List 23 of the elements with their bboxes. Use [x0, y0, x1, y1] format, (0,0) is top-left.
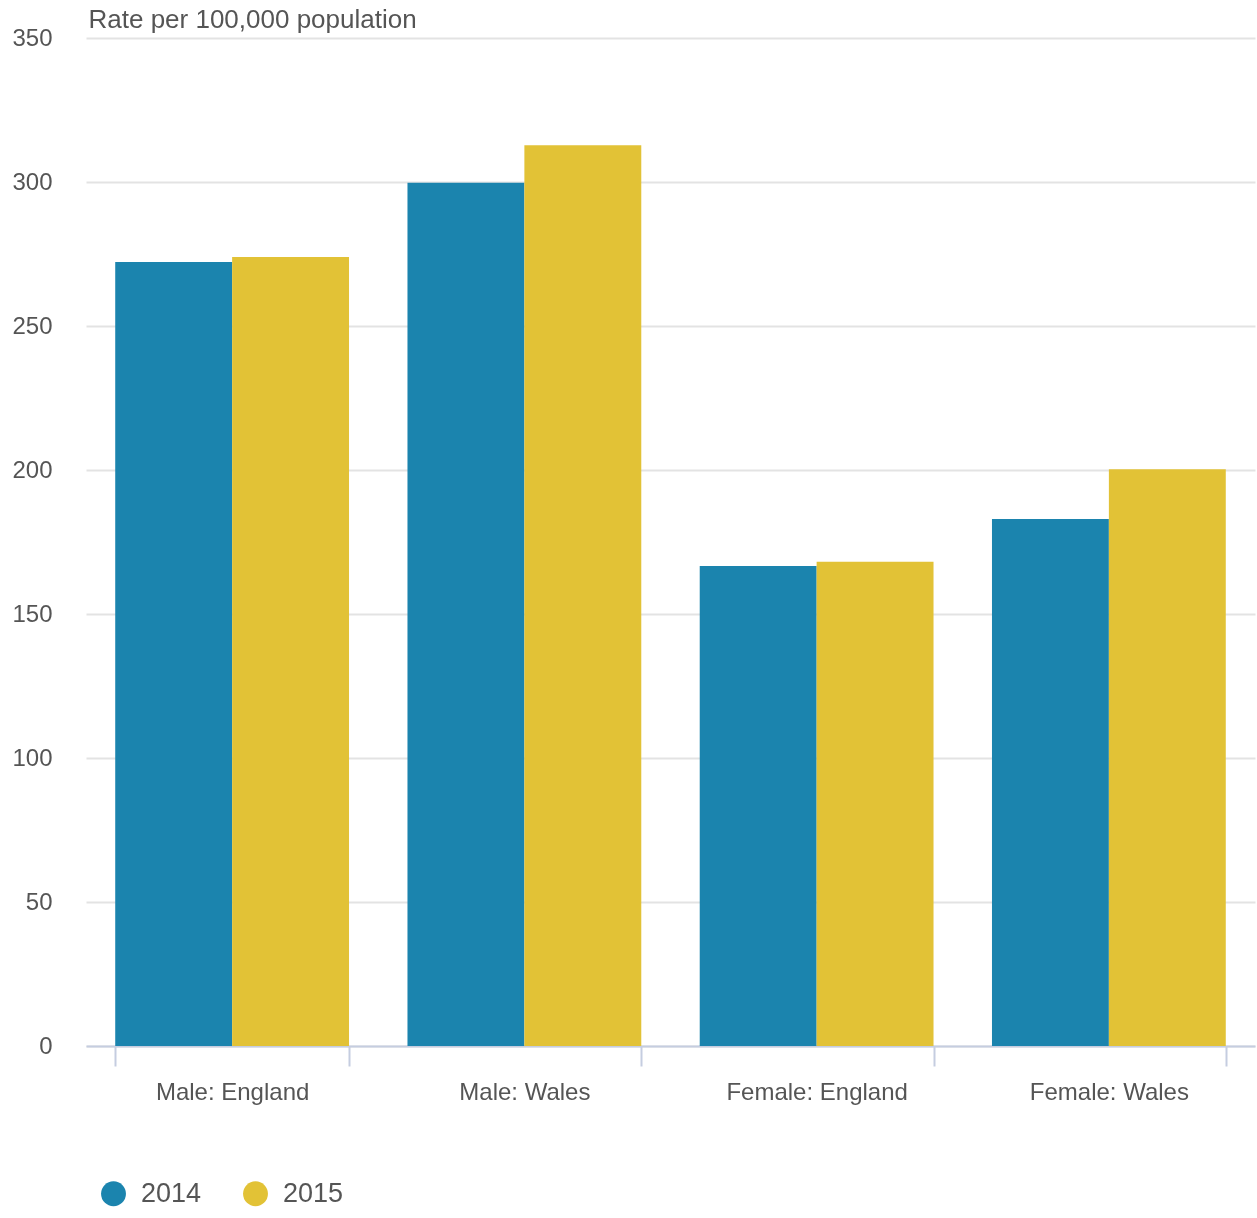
bar — [232, 256, 350, 1046]
x-tick-label: Male: England — [155, 1077, 310, 1105]
bar — [115, 262, 233, 1046]
legend-label: 2015 — [283, 1177, 344, 1208]
y-tick-label: 350 — [12, 23, 53, 51]
y-tick-label: 100 — [12, 743, 53, 771]
y-axis-title: Rate per 100,000 population — [88, 3, 417, 34]
y-tick-label: 150 — [12, 599, 53, 627]
bar — [1108, 469, 1226, 1046]
x-tick-label: Male: Wales — [459, 1077, 591, 1105]
y-tick-label: 250 — [12, 311, 53, 339]
bar — [407, 182, 525, 1046]
bar — [816, 561, 934, 1046]
y-tick-label: 0 — [39, 1031, 53, 1059]
y-tick-label: 300 — [12, 167, 53, 195]
legend-label: 2014 — [141, 1177, 202, 1208]
x-tick-label: Female: England — [726, 1077, 908, 1105]
bar — [991, 518, 1109, 1046]
bar — [524, 145, 642, 1046]
bar — [699, 565, 817, 1046]
x-tick-label: Female: Wales — [1029, 1077, 1189, 1105]
y-tick-label: 50 — [25, 887, 53, 915]
y-tick-label: 200 — [12, 455, 53, 483]
